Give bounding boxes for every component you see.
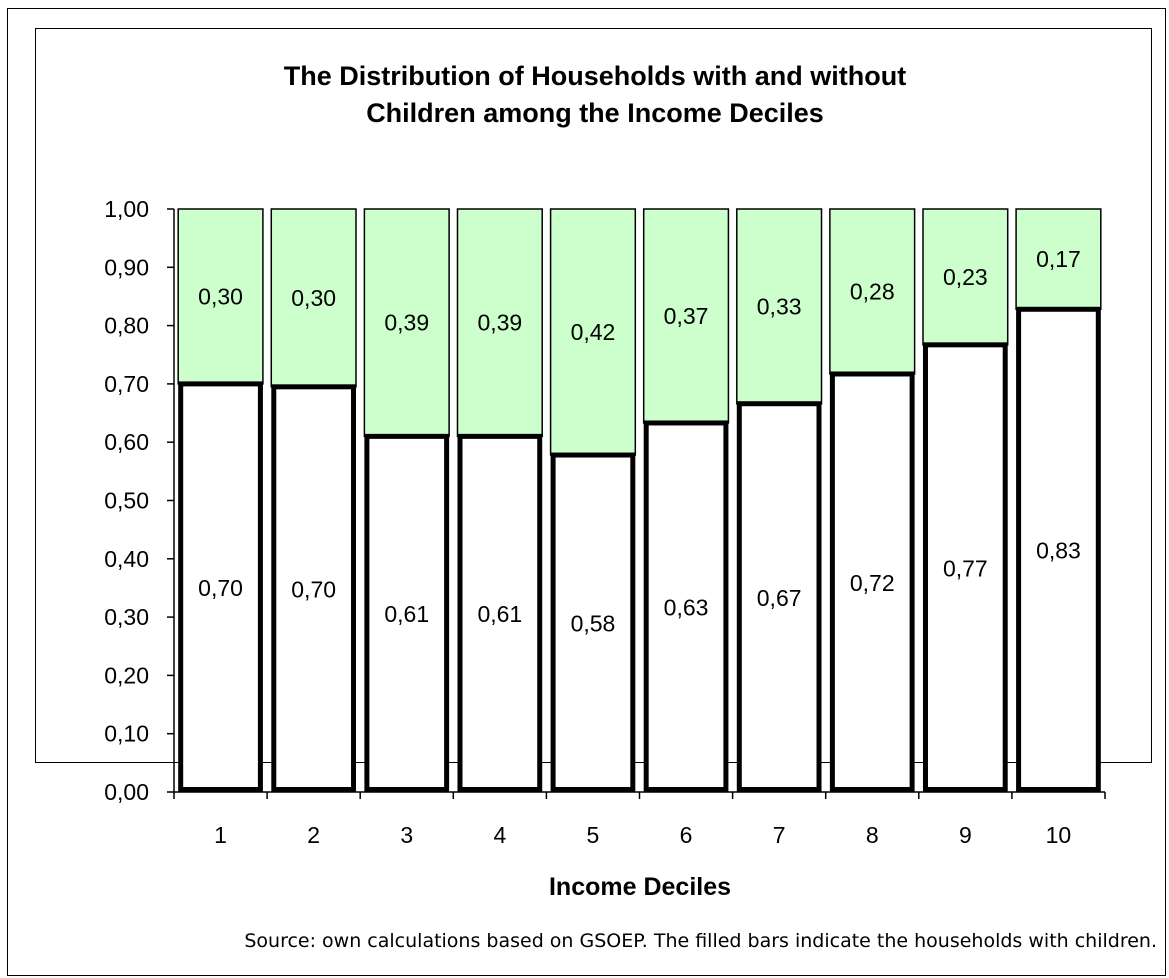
- y-axis: 0,00 0,10 0,20 0,30 0,40 0,50 0,60 0,70 0,80 0,90…: [104, 196, 175, 805]
- value-label-with-children: 0,17: [1036, 246, 1081, 272]
- value-label-with-children: 0,30: [198, 283, 243, 309]
- x-tick-label: 2: [307, 822, 320, 848]
- y-tick-label: 0,30: [104, 604, 149, 630]
- value-label-without-children: 0,61: [477, 601, 522, 627]
- x-tick-label: 9: [959, 822, 972, 848]
- value-label-with-children: 0,30: [291, 285, 336, 311]
- source-note: Source: own calculations based on GSOEP.…: [244, 930, 1157, 952]
- value-label-with-children: 0,39: [477, 310, 522, 336]
- y-tick-label: 0,10: [104, 721, 149, 747]
- value-label-without-children: 0,83: [1036, 538, 1081, 564]
- bar-with-children: [642, 208, 730, 424]
- chart-title-line: The Distribution of Households with and …: [284, 61, 906, 91]
- bar-without-children: [736, 401, 822, 792]
- bar-without-children: [829, 371, 915, 792]
- bar-without-children: [364, 433, 450, 792]
- y-tick-label: 0,60: [104, 429, 149, 455]
- value-label-without-children: 0,61: [384, 601, 429, 627]
- bar-with-children: [736, 208, 823, 405]
- value-label-with-children: 0,33: [757, 293, 802, 319]
- value-label-with-children: 0,28: [850, 278, 895, 304]
- value-label-with-children: 0,39: [384, 310, 429, 336]
- bar-without-children: [922, 342, 1008, 792]
- x-axis-title: Income Deciles: [549, 873, 731, 901]
- value-label-with-children: 0,42: [571, 319, 616, 345]
- y-tick-label: 1,00: [104, 196, 149, 222]
- x-tick-label: 4: [493, 822, 506, 848]
- bars: [177, 208, 1102, 792]
- y-tick-label: 0,50: [104, 488, 149, 514]
- x-tick-label: 10: [1046, 822, 1072, 848]
- y-tick-label: 0,00: [104, 779, 149, 805]
- bar-without-children: [271, 384, 357, 792]
- value-label-without-children: 0,72: [850, 570, 895, 596]
- value-label-without-children: 0,63: [664, 594, 709, 620]
- bar-without-children: [550, 452, 636, 792]
- bar-with-children: [270, 208, 357, 388]
- x-tick-label: 1: [214, 822, 227, 848]
- x-tick-label: 3: [400, 822, 413, 848]
- x-tick-label: 8: [866, 822, 879, 848]
- x-tick-label: 6: [680, 822, 693, 848]
- figure-frame: [7, 8, 1166, 976]
- bar-without-children: [643, 420, 729, 792]
- x-tick-label: 7: [773, 822, 786, 848]
- bar-with-children: [549, 208, 637, 456]
- value-labels: 0,70 0,30 0,70 0,30 0,61 0,39 0,61 0,39 0,58 0,42…: [198, 246, 1081, 636]
- bar-without-children: [457, 433, 543, 792]
- value-label-with-children: 0,37: [664, 303, 709, 329]
- y-tick-label: 0,80: [104, 313, 149, 339]
- bar-without-children: [178, 381, 263, 792]
- bar-with-children: [363, 208, 450, 438]
- chart-title: The Distribution of Households with and …: [284, 61, 906, 128]
- bar-with-children: [829, 208, 916, 375]
- y-tick-label: 0,40: [104, 546, 149, 572]
- value-label-with-children: 0,23: [943, 264, 988, 290]
- bar-with-children: [456, 208, 543, 438]
- bar-with-children: [177, 208, 264, 385]
- value-label-without-children: 0,70: [291, 576, 336, 602]
- y-tick-label: 0,70: [104, 371, 149, 397]
- value-label-without-children: 0,77: [943, 555, 988, 581]
- value-label-without-children: 0,70: [198, 575, 243, 601]
- y-tick-label: 0,20: [104, 662, 149, 688]
- chart-title-line: Children among the Income Deciles: [366, 98, 824, 128]
- y-tick-label: 0,90: [104, 254, 149, 280]
- value-label-without-children: 0,58: [571, 611, 616, 637]
- bar-without-children: [1016, 306, 1101, 792]
- x-tick-label: 5: [587, 822, 600, 848]
- value-label-without-children: 0,67: [757, 585, 802, 611]
- x-axis: 1 2 3 4 5 6 7 8 9 10: [173, 791, 1106, 848]
